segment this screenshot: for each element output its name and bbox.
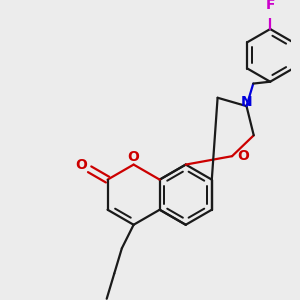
Text: N: N (241, 95, 252, 109)
Text: O: O (76, 158, 87, 172)
Text: O: O (237, 149, 249, 163)
Text: O: O (128, 150, 140, 164)
Text: F: F (266, 0, 275, 12)
